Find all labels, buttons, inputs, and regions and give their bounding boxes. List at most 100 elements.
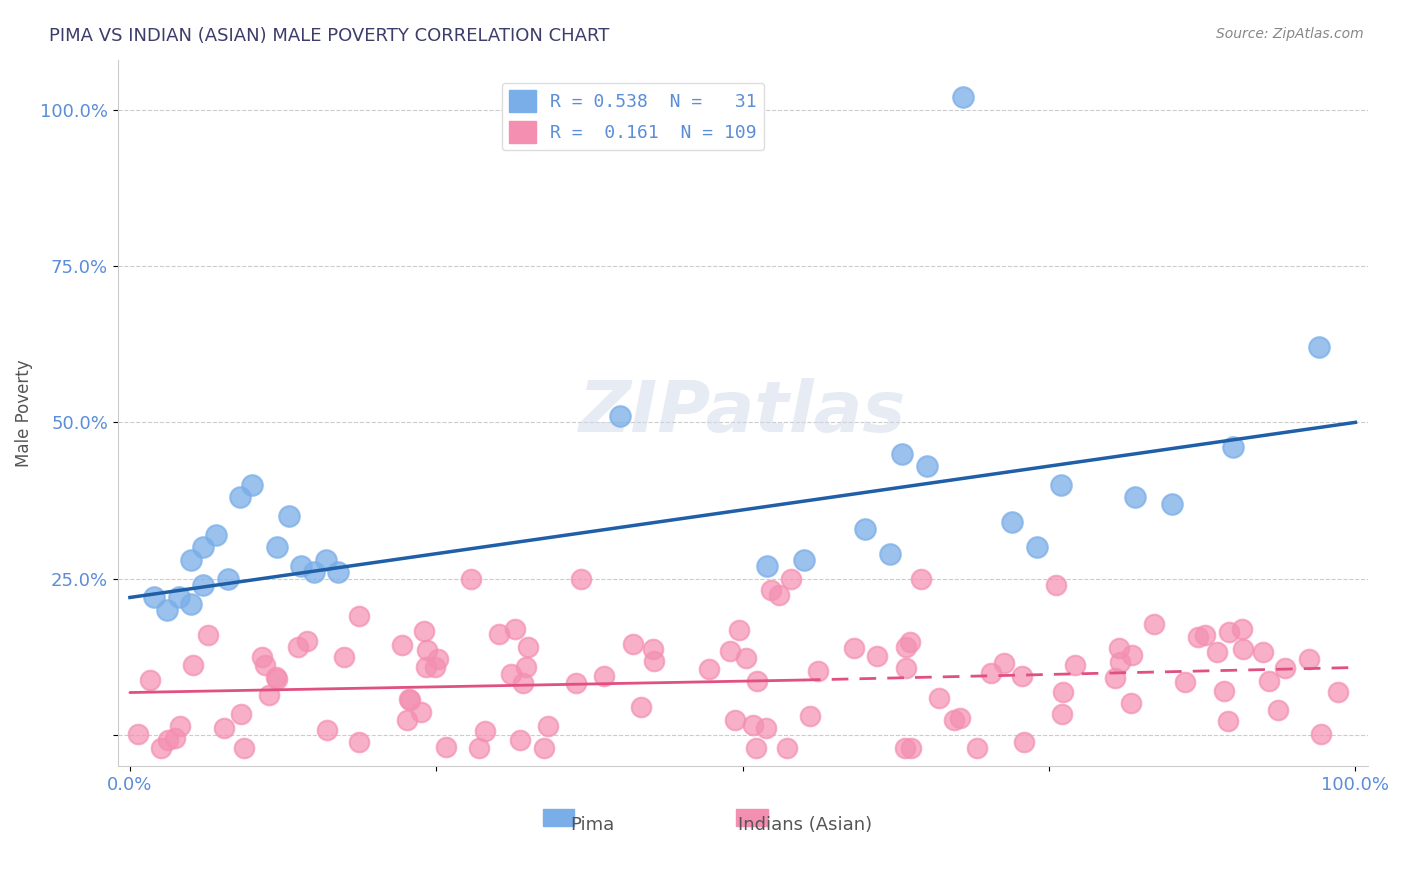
Point [474, 724, 496, 739]
Point [396, 714, 419, 728]
Point [278, 509, 301, 524]
Point [592, 669, 614, 683]
Point [517, 640, 540, 655]
Text: PIMA VS INDIAN (ASIAN) MALE POVERTY CORRELATION CHART: PIMA VS INDIAN (ASIAN) MALE POVERTY CORR… [49, 27, 610, 45]
Legend: R = 0.538  N =   31, R =  0.161  N = 109: R = 0.538 N = 31, R = 0.161 N = 109 [502, 83, 765, 150]
Point [347, 735, 370, 749]
Point [1121, 648, 1143, 663]
Point [898, 635, 921, 649]
Point [724, 713, 747, 727]
Point [499, 666, 522, 681]
Text: ZIPatlas: ZIPatlas [579, 378, 907, 448]
Point [197, 628, 219, 642]
Point [742, 717, 765, 731]
Point [425, 660, 447, 674]
Point [1104, 672, 1126, 686]
Point [415, 642, 437, 657]
Point [214, 721, 236, 735]
Point [316, 723, 339, 737]
Point [735, 651, 758, 665]
Point [697, 662, 720, 676]
Point [1274, 661, 1296, 675]
Point [512, 676, 534, 690]
Point [853, 522, 876, 536]
Point [775, 740, 797, 755]
Point [257, 688, 280, 702]
Point [1232, 642, 1254, 657]
Point [630, 700, 652, 714]
FancyBboxPatch shape [543, 809, 574, 826]
Point [1298, 652, 1320, 666]
Point [1230, 623, 1253, 637]
Point [488, 627, 510, 641]
Point [515, 660, 537, 674]
Y-axis label: Male Poverty: Male Poverty [15, 359, 32, 467]
Point [233, 740, 256, 755]
Point [537, 719, 560, 733]
Point [398, 692, 420, 706]
Point [993, 656, 1015, 670]
Point [807, 664, 830, 678]
Point [1108, 640, 1130, 655]
Point [793, 553, 815, 567]
Point [942, 713, 965, 727]
Point [143, 591, 166, 605]
Point [756, 559, 779, 574]
Point [193, 578, 215, 592]
Point [290, 559, 312, 574]
Point [181, 657, 204, 672]
Point [250, 649, 273, 664]
Point [127, 726, 149, 740]
Point [427, 652, 450, 666]
Point [1001, 516, 1024, 530]
Point [157, 732, 180, 747]
Point [1327, 685, 1350, 699]
Point [1052, 706, 1074, 721]
Point [165, 731, 187, 745]
Point [747, 674, 769, 689]
Point [1050, 478, 1073, 492]
Point [1012, 735, 1035, 749]
Text: Source: ZipAtlas.com: Source: ZipAtlas.com [1216, 27, 1364, 41]
Point [1123, 491, 1146, 505]
Point [150, 740, 173, 755]
Point [156, 603, 179, 617]
Point [728, 623, 751, 637]
Point [910, 572, 932, 586]
Point [434, 740, 457, 755]
Point [533, 740, 555, 755]
Point [966, 740, 988, 755]
Point [169, 719, 191, 733]
Point [297, 634, 319, 648]
Point [1267, 703, 1289, 717]
Point [415, 660, 437, 674]
Point [287, 640, 309, 654]
Point [745, 740, 768, 755]
Point [1045, 578, 1067, 592]
Point [718, 644, 741, 658]
Point [1309, 727, 1331, 741]
Point [460, 572, 482, 586]
Point [180, 597, 202, 611]
Point [411, 705, 433, 719]
Point [266, 670, 288, 684]
Point [332, 649, 354, 664]
Point [1206, 645, 1229, 659]
Point [1216, 714, 1239, 728]
Point [503, 622, 526, 636]
Text: Indians (Asian): Indians (Asian) [738, 816, 872, 834]
Point [229, 706, 252, 721]
Point [315, 553, 337, 567]
Point [1251, 645, 1274, 659]
Point [780, 572, 803, 586]
Point [1025, 541, 1047, 555]
Point [759, 582, 782, 597]
Point [266, 541, 288, 555]
Point [915, 459, 938, 474]
Point [509, 733, 531, 747]
Text: Pima: Pima [571, 816, 614, 834]
Point [980, 665, 1002, 680]
Point [1174, 674, 1197, 689]
Point [328, 566, 350, 580]
Point [755, 721, 778, 735]
